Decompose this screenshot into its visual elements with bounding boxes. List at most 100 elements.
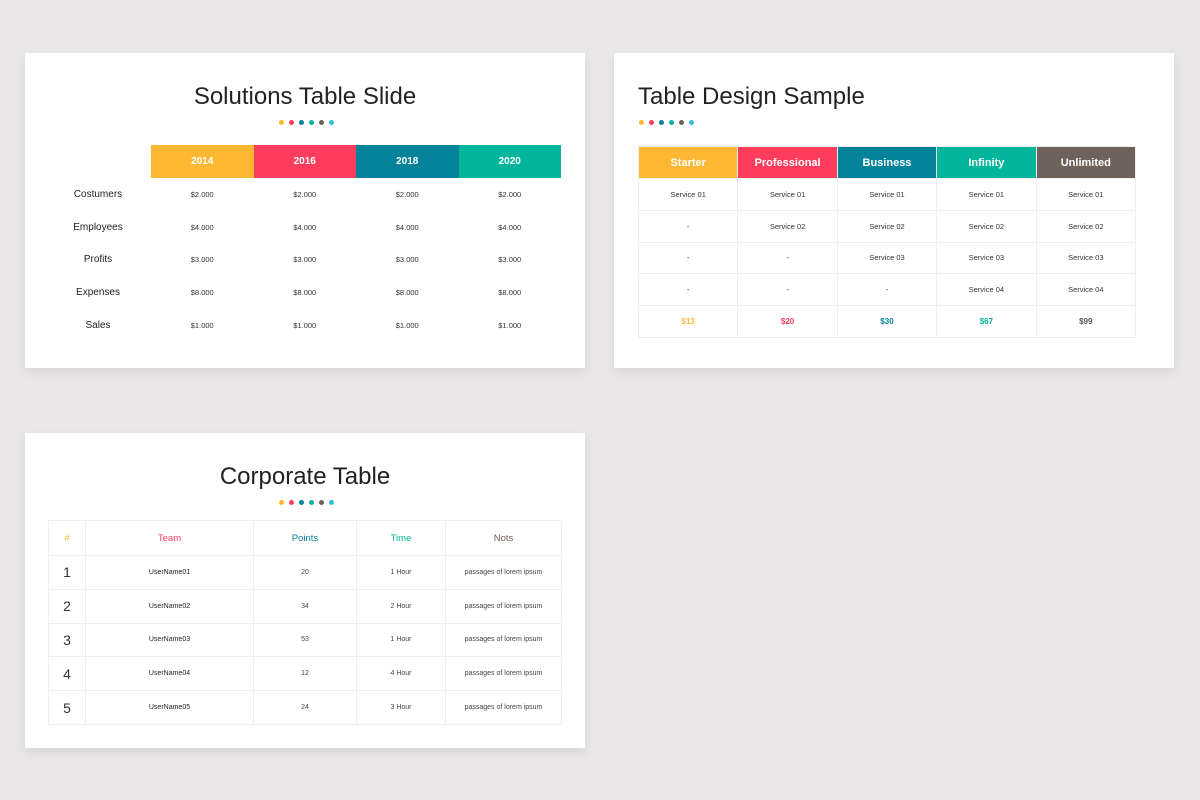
table-row: Expenses $8.000 $8.000 $8.000 $8.000: [45, 276, 561, 309]
table-cell: Service 01: [737, 178, 838, 211]
table-cell: Service 01: [637, 178, 739, 211]
row-label: Expenses: [76, 286, 120, 298]
slide-title: Corporate Table: [219, 463, 391, 490]
plan-header: Business: [836, 146, 938, 179]
table-cell: 12: [253, 656, 357, 692]
table-row: Sales $1.000 $1.000 $1.000 $1.000: [45, 309, 561, 342]
slide-title: Solutions Table Slide: [193, 83, 417, 110]
table-cell: passages of lorem ipsum: [445, 555, 562, 590]
pricing-table: Starter Professional Business Infinity Unlim…: [637, 146, 1137, 338]
row-label: Profits: [83, 254, 113, 266]
dot: [319, 500, 324, 505]
corporate-table: # Team Points Time Nots 1 UserName01 20 1 Hour pa…: [48, 520, 562, 725]
table-cell: -: [637, 209, 739, 243]
row-number: 1: [48, 555, 86, 590]
table-cell: UserName05: [85, 690, 254, 725]
table-cell: $1.000: [498, 320, 522, 330]
table-cell: Service 03: [936, 241, 1037, 275]
table-cell: 34: [253, 588, 357, 624]
column-header: Team: [85, 520, 254, 556]
table-cell: $1.000: [293, 320, 317, 330]
row-number: 4: [48, 656, 86, 692]
column-header: Points: [253, 520, 357, 556]
dot: [279, 500, 284, 505]
table-cell: $3.000: [498, 255, 522, 265]
table-cell: $8.000: [190, 287, 214, 297]
dot: [679, 120, 684, 125]
column-header: Nots: [445, 520, 562, 556]
dot: [289, 500, 294, 505]
table-row: 3 UserName03 53 1 Hour passages of lorem ips…: [48, 622, 562, 658]
table-cell: -: [737, 273, 838, 307]
table-cell: $1.000: [395, 320, 419, 330]
slide-corporate-table: Corporate Table # Team Points Time Nots 1 User…: [25, 433, 585, 748]
table-cell: UserName04: [85, 656, 254, 692]
table-row: - Service 02 Service 02 Service 02 Service 0…: [637, 209, 1137, 243]
table-cell: 3 Hour: [356, 690, 446, 725]
table-cell: Service 04: [1035, 273, 1137, 307]
dot: [289, 120, 294, 125]
table-cell: Service 02: [936, 209, 1037, 243]
table-cell: -: [836, 273, 938, 307]
table-cell: $8.000: [293, 287, 317, 297]
table-cell: $4.000: [293, 222, 317, 232]
table-cell: passages of lorem ipsum: [445, 656, 562, 692]
table-cell: -: [737, 241, 838, 275]
table-cell: Service 03: [836, 241, 938, 275]
dot: [689, 120, 694, 125]
row-label: Employees: [73, 221, 123, 233]
table-cell: Service 01: [936, 178, 1037, 211]
row-label: Sales: [85, 319, 111, 331]
table-cell: 1 Hour: [356, 555, 446, 590]
slide-solutions-table: Solutions Table Slide 2014 2016 2018 2020 Co…: [25, 53, 585, 368]
table-cell: Service 01: [1035, 178, 1137, 211]
table-cell: Service 02: [836, 209, 938, 243]
table-cell: UserName03: [85, 622, 254, 658]
table-cell: $2.000: [395, 189, 419, 199]
table-cell: $2.000: [190, 189, 214, 199]
decorative-dots: [279, 120, 334, 125]
table-cell: $8.000: [498, 287, 522, 297]
decorative-dots: [639, 120, 694, 125]
table-cell: 4 Hour: [356, 656, 446, 692]
table-cell: UserName02: [85, 588, 254, 624]
plan-header: Unlimited: [1035, 146, 1137, 179]
price-cell: $67: [936, 305, 1037, 338]
dot: [669, 120, 674, 125]
table-cell: 53: [253, 622, 357, 658]
dot: [639, 120, 644, 125]
table-row: Profits $3.000 $3.000 $3.000 $3.000: [45, 243, 561, 276]
dot: [659, 120, 664, 125]
table-row: - - Service 03 Service 03 Service 03: [637, 241, 1137, 275]
dot: [309, 500, 314, 505]
table-cell: -: [637, 241, 739, 275]
column-header: 2020: [458, 145, 561, 178]
plan-header: Professional: [737, 146, 838, 179]
decorative-dots: [279, 500, 334, 505]
dot: [649, 120, 654, 125]
price-cell: $30: [836, 305, 938, 338]
column-header: Time: [356, 520, 446, 556]
dot: [299, 500, 304, 505]
dot: [329, 120, 334, 125]
table-cell: $2.000: [498, 189, 522, 199]
solutions-table: 2014 2016 2018 2020 Costumers $2.000 $2.000 $2.…: [45, 145, 561, 341]
table-row: Service 01 Service 01 Service 01 Service 01…: [637, 178, 1137, 211]
column-header: 2018: [356, 145, 459, 178]
table-row: 1 UserName01 20 1 Hour passages of lorem ips…: [48, 555, 562, 590]
column-header: 2016: [253, 145, 356, 178]
table-cell: Service 02: [737, 209, 838, 243]
table-cell: $3.000: [293, 255, 317, 265]
table-cell: 2 Hour: [356, 588, 446, 624]
table-cell: 24: [253, 690, 357, 725]
dot: [319, 120, 324, 125]
dot: [279, 120, 284, 125]
column-header: #: [48, 520, 86, 556]
table-cell: $2.000: [293, 189, 317, 199]
table-cell: Service 01: [836, 178, 938, 211]
table-row: - - - Service 04 Service 04: [637, 273, 1137, 307]
table-cell: -: [637, 273, 739, 307]
table-cell: $4.000: [395, 222, 419, 232]
plan-header: Starter: [637, 146, 739, 179]
dot: [309, 120, 314, 125]
